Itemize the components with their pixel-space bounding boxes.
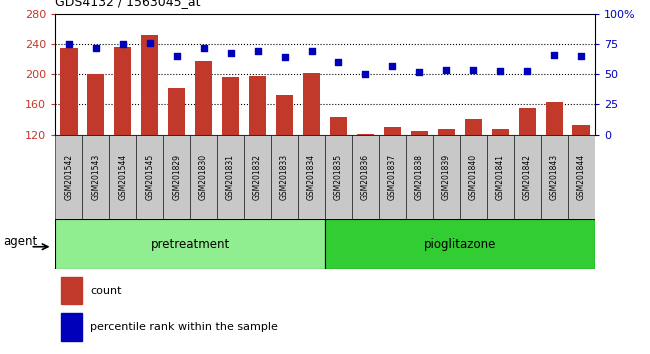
Point — [280, 55, 290, 60]
Text: GSM201834: GSM201834 — [307, 154, 316, 200]
Bar — [487, 135, 514, 219]
Text: pioglitazone: pioglitazone — [424, 238, 496, 251]
Bar — [87, 74, 105, 135]
Text: agent: agent — [3, 235, 37, 248]
Point — [252, 48, 263, 54]
Point — [144, 40, 155, 46]
Bar — [136, 135, 163, 219]
Text: GSM201830: GSM201830 — [199, 154, 208, 200]
Point — [90, 45, 101, 51]
Bar — [298, 135, 325, 219]
Text: GSM201833: GSM201833 — [280, 154, 289, 200]
Bar — [114, 46, 131, 135]
Bar — [568, 135, 595, 219]
Bar — [357, 134, 374, 135]
Bar — [60, 277, 82, 304]
Bar — [55, 135, 83, 219]
Bar — [514, 135, 541, 219]
Bar — [244, 135, 271, 219]
Text: GSM201545: GSM201545 — [145, 154, 154, 200]
Bar — [437, 129, 455, 135]
Bar — [491, 129, 509, 135]
Bar — [141, 35, 159, 135]
Text: GSM201542: GSM201542 — [64, 154, 73, 200]
Text: pretreatment: pretreatment — [151, 238, 229, 251]
Bar — [541, 135, 568, 219]
Text: GSM201835: GSM201835 — [334, 154, 343, 200]
Text: GSM201840: GSM201840 — [469, 154, 478, 200]
Bar — [465, 119, 482, 135]
Point — [468, 67, 478, 72]
Bar — [433, 135, 460, 219]
Bar — [303, 73, 320, 135]
Text: GSM201831: GSM201831 — [226, 154, 235, 200]
Text: GSM201837: GSM201837 — [388, 154, 397, 200]
Bar — [352, 135, 379, 219]
Text: GSM201841: GSM201841 — [496, 154, 505, 200]
Text: percentile rank within the sample: percentile rank within the sample — [90, 322, 278, 332]
Bar — [519, 108, 536, 135]
Point — [441, 67, 452, 72]
Bar — [163, 135, 190, 219]
Bar — [573, 126, 590, 135]
Bar — [168, 88, 185, 135]
Bar — [384, 127, 401, 135]
Text: GSM201829: GSM201829 — [172, 154, 181, 200]
Point — [549, 52, 560, 58]
Bar — [460, 135, 487, 219]
Text: GSM201836: GSM201836 — [361, 154, 370, 200]
Bar — [82, 135, 109, 219]
Text: GSM201543: GSM201543 — [91, 154, 100, 200]
Bar — [222, 76, 239, 135]
Bar — [190, 135, 217, 219]
Bar — [330, 117, 347, 135]
Text: count: count — [90, 286, 122, 296]
Bar — [55, 219, 325, 269]
Text: GSM201544: GSM201544 — [118, 154, 127, 200]
Bar — [217, 135, 244, 219]
Point — [387, 63, 398, 69]
Bar — [325, 135, 352, 219]
Text: GSM201844: GSM201844 — [577, 154, 586, 200]
Bar — [60, 313, 82, 341]
Point — [333, 59, 344, 65]
Point — [172, 53, 182, 59]
Text: GSM201839: GSM201839 — [442, 154, 451, 200]
Bar — [411, 131, 428, 135]
Bar — [325, 219, 595, 269]
Bar — [60, 48, 77, 135]
Bar — [276, 95, 293, 135]
Bar — [379, 135, 406, 219]
Point — [414, 69, 424, 75]
Bar — [109, 135, 136, 219]
Point — [64, 41, 74, 47]
Bar — [249, 76, 266, 135]
Text: GDS4132 / 1563045_at: GDS4132 / 1563045_at — [55, 0, 201, 8]
Point — [118, 41, 128, 47]
Bar — [195, 61, 213, 135]
Text: GSM201843: GSM201843 — [550, 154, 559, 200]
Point — [226, 50, 236, 56]
Bar — [271, 135, 298, 219]
Bar — [406, 135, 433, 219]
Text: GSM201838: GSM201838 — [415, 154, 424, 200]
Point — [198, 45, 209, 51]
Point — [522, 68, 532, 74]
Bar — [545, 102, 563, 135]
Text: GSM201842: GSM201842 — [523, 154, 532, 200]
Point — [306, 48, 317, 54]
Point — [360, 72, 370, 77]
Text: GSM201832: GSM201832 — [253, 154, 262, 200]
Point — [495, 68, 506, 74]
Point — [576, 53, 586, 59]
